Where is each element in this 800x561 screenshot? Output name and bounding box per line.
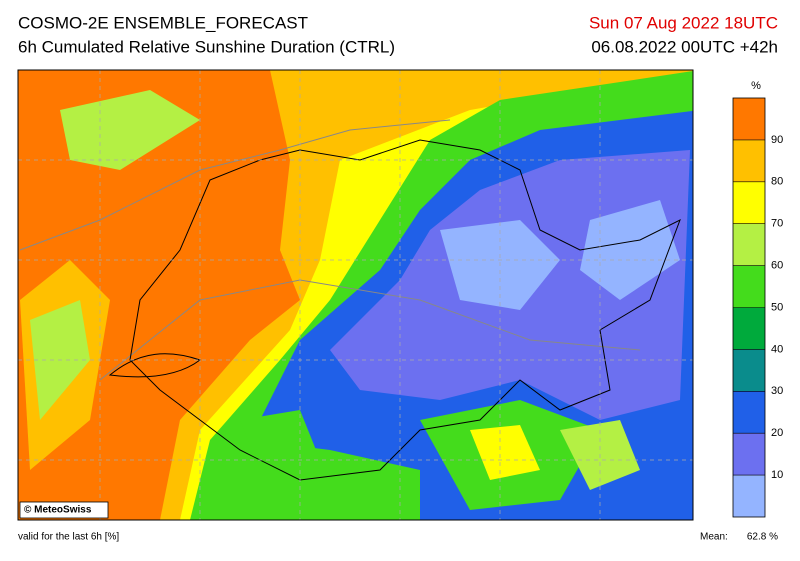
colorbar-band [733, 433, 765, 476]
colorbar-tick-label: 40 [771, 343, 783, 355]
colorbar-tick-label: 60 [771, 260, 783, 272]
colorbar-tick-label: 80 [771, 176, 783, 188]
subtitle: 6h Cumulated Relative Sunshine Duration … [18, 37, 395, 56]
colorbar-band [733, 265, 765, 308]
valid-time: Sun 07 Aug 2022 18UTC [589, 13, 778, 32]
colorbar-band [733, 475, 765, 517]
colorbar-unit: % [751, 80, 761, 92]
colorbar: % 10 20 30 40 50 60 70 80 90 [732, 80, 783, 518]
colorbar-tick-label: 50 [771, 301, 783, 313]
colorbar-band [733, 181, 765, 224]
colorbar-band [733, 391, 765, 434]
mean-value: 62.8 % [747, 532, 778, 543]
validity-note: valid for the last 6h [%] [18, 532, 119, 543]
colorbar-band [733, 223, 765, 266]
map: © MeteoSwiss [17, 69, 694, 521]
colorbar-band [733, 307, 765, 350]
colorbar-tick-label: 10 [771, 469, 783, 481]
colorbar-band [733, 98, 765, 140]
run-time: 06.08.2022 00UTC +42h [591, 37, 778, 56]
colorbar-band [733, 349, 765, 392]
colorbar-tick-label: 30 [771, 385, 783, 397]
colorbar-tick-label: 90 [771, 134, 783, 146]
mean-label: Mean: [700, 532, 728, 543]
credit: © MeteoSwiss [24, 505, 92, 516]
title: COSMO-2E ENSEMBLE_FORECAST [18, 13, 308, 32]
colorbar-tick-label: 70 [771, 218, 783, 230]
colorbar-tick-label: 20 [771, 427, 783, 439]
colorbar-band [733, 139, 765, 182]
